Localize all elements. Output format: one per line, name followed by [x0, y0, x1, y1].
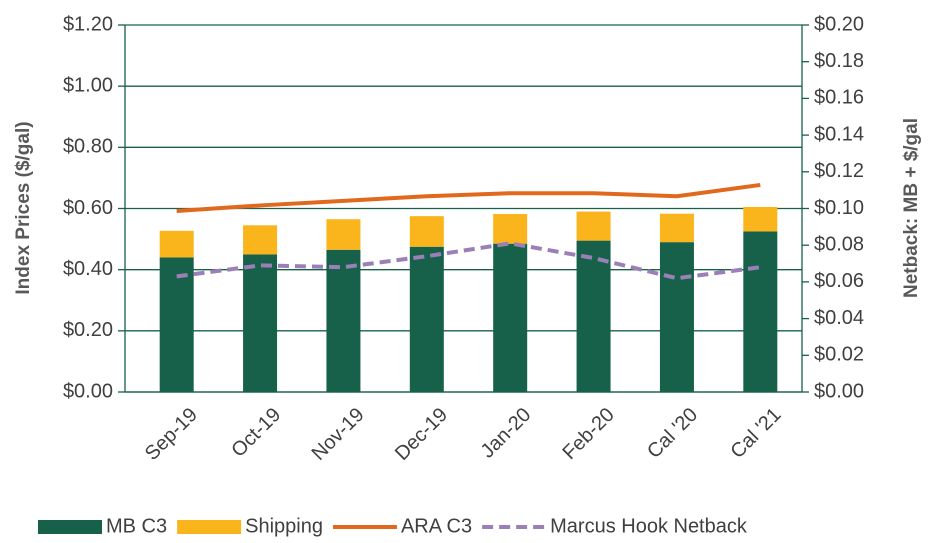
legend-swatch [177, 520, 242, 534]
bar [659, 213, 694, 243]
bar [659, 242, 694, 392]
y2-tick-label: $0.14 [814, 123, 864, 145]
bar [326, 219, 361, 250]
bar [493, 214, 528, 244]
legend-label: Shipping [245, 515, 323, 537]
y2-tick-label: $0.10 [814, 197, 864, 219]
y-tick-label: $0.00 [63, 380, 113, 402]
bar [243, 225, 278, 255]
y2-tick-label: $0.00 [814, 380, 864, 402]
x-tick-label: Sep-19 [141, 404, 202, 465]
x-tick-label: Nov-19 [308, 404, 369, 465]
bar [493, 243, 528, 392]
y-tick-label: $0.80 [63, 136, 113, 158]
bar [743, 231, 778, 392]
line [176, 241, 761, 281]
y2-tick-label: $0.04 [814, 307, 864, 329]
y2-tick-label: $0.06 [814, 270, 864, 292]
y2-tick-label: $0.18 [814, 50, 864, 72]
x-tick-label: Feb-20 [558, 404, 618, 464]
y2-tick-label: $0.12 [814, 160, 864, 182]
line [176, 182, 761, 213]
legend-label: MB C3 [106, 515, 167, 537]
x-tick-label: Cal '20 [643, 404, 702, 463]
bar [159, 230, 194, 258]
bar [576, 240, 611, 392]
y-tick-label: $1.00 [63, 74, 113, 96]
bar [243, 254, 278, 392]
y2-tick-label: $0.02 [814, 344, 864, 366]
x-tick-label: Cal '21 [726, 404, 785, 463]
x-tick-label: Oct-19 [227, 404, 285, 462]
legend-label: Marcus Hook Netback [550, 515, 748, 537]
bar [409, 246, 444, 392]
legend-swatch [38, 520, 102, 534]
y2-tick-label: $0.16 [814, 87, 864, 109]
y2-axis-title: Netback: MB + $/gal [901, 118, 922, 298]
y-tick-label: $0.40 [63, 258, 113, 280]
y2-tick-label: $0.20 [814, 13, 864, 35]
x-tick-label: Jan-20 [477, 404, 536, 463]
y2-tick-label: $0.08 [814, 233, 864, 255]
y-tick-label: $0.60 [63, 197, 113, 219]
bar [326, 249, 361, 392]
bar [159, 257, 194, 392]
y-tick-label: $1.20 [63, 13, 113, 35]
bar [743, 206, 778, 232]
y-axis-title: Index Prices ($/gal) [13, 121, 34, 294]
legend-label: ARA C3 [401, 515, 472, 537]
bar [576, 211, 611, 241]
x-tick-label: Dec-19 [391, 404, 452, 465]
bar [409, 216, 444, 247]
y-tick-label: $0.20 [63, 319, 113, 341]
